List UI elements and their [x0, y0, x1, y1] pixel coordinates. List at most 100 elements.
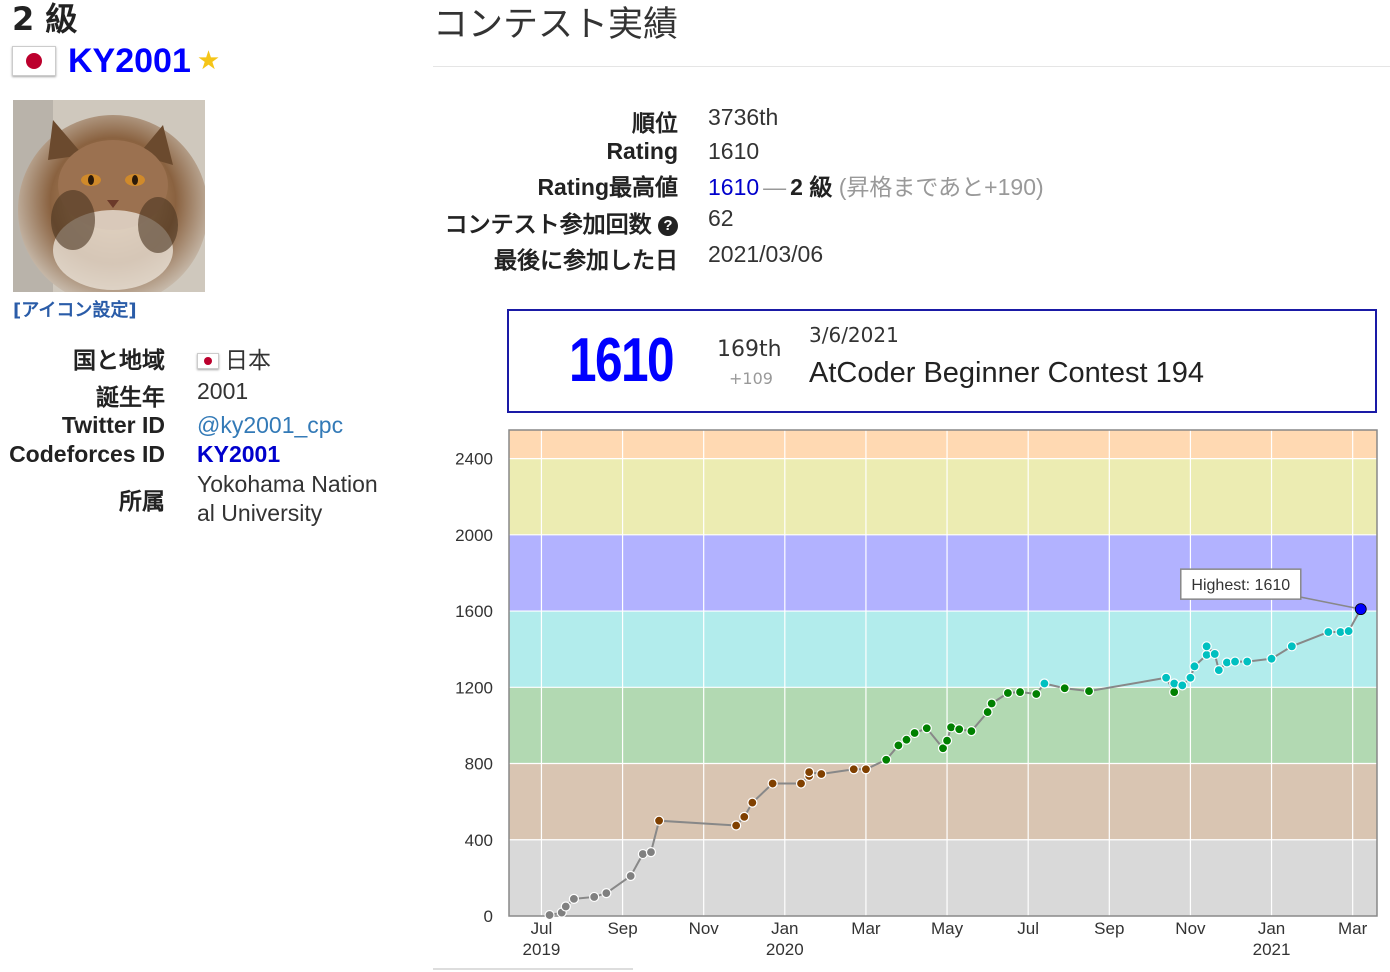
rating-point	[739, 811, 750, 822]
y-tick-label: 0	[484, 907, 493, 926]
x-tick-label: Mar	[1338, 919, 1368, 938]
rating-band	[509, 763, 1377, 840]
stat-value: 62	[708, 205, 734, 231]
x-tick-label: Nov	[689, 919, 720, 938]
icon-setting-link[interactable]: [アイコン設定]	[13, 300, 137, 321]
rating-point	[954, 724, 965, 735]
stat-key: 順位	[632, 110, 678, 136]
rating-point	[1059, 683, 1070, 694]
rating-point	[860, 764, 872, 775]
info-key: Codeforces ID	[9, 441, 165, 467]
rating-point	[795, 778, 807, 789]
rating-point	[1189, 661, 1200, 672]
username-link[interactable]: KY2001	[68, 41, 191, 80]
info-value: Yokohama National University	[197, 471, 378, 526]
info-value: KY2001	[197, 441, 280, 468]
rating-point	[1031, 688, 1042, 700]
rating-point	[1177, 680, 1188, 691]
info-key: 誕生年	[96, 384, 165, 410]
rating-point	[1002, 687, 1013, 699]
tooltip-text: Highest: 1610	[1191, 577, 1290, 594]
rating-point	[1039, 678, 1050, 689]
rating-point	[921, 723, 932, 734]
info-key: 所属	[119, 488, 165, 514]
x-tick-label: Nov	[1175, 919, 1206, 938]
rating-point	[1014, 686, 1026, 698]
user-row: KY2001 ★	[12, 40, 220, 82]
rating-point	[901, 734, 912, 745]
stat-value: 1610—2 級 (昇格まであと+190)	[708, 174, 1044, 200]
x-tick-label: Jul	[531, 919, 553, 938]
help-icon[interactable]: ?	[658, 216, 678, 236]
rating-point	[1242, 656, 1253, 667]
rating-band	[509, 458, 1377, 535]
y-tick-label: 1600	[455, 602, 493, 621]
rating-point	[1185, 672, 1196, 683]
info-value: @ky2001_cpc	[197, 412, 343, 439]
x-tick-label: Sep	[607, 919, 637, 938]
rating-point	[1266, 653, 1277, 664]
stat-value: 1610	[708, 138, 760, 164]
rating-point	[848, 764, 859, 775]
star-icon: ★	[196, 46, 221, 76]
japan-flag-icon	[12, 46, 56, 76]
stat-key: 最後に参加した日	[494, 247, 678, 273]
info-value: 2001	[197, 378, 249, 404]
rating-point	[1213, 665, 1224, 676]
rating-point	[982, 706, 993, 718]
rating-point	[1169, 678, 1180, 689]
codeforces-link[interactable]: KY2001	[197, 441, 281, 467]
y-tick-label: 1200	[455, 678, 493, 697]
twitter-link[interactable]: @ky2001_cpc	[197, 412, 344, 438]
rating-band	[509, 611, 1377, 688]
x-tick-label: Jan	[771, 919, 798, 938]
rating-point	[946, 722, 957, 733]
rating-point	[645, 847, 657, 858]
rating-point	[731, 820, 742, 831]
rating-point	[1354, 603, 1367, 616]
x-tick-year: 2019	[523, 940, 561, 959]
rating-point	[1343, 625, 1354, 637]
x-tick-label: Mar	[851, 919, 881, 938]
rating-point	[653, 815, 665, 826]
rating-point	[1323, 626, 1334, 638]
stat-key: Rating最高値	[537, 174, 678, 200]
rating-point	[816, 768, 827, 780]
x-tick-label: May	[931, 919, 964, 938]
rating-point	[937, 743, 949, 754]
japan-flag-icon	[197, 353, 219, 369]
y-tick-label: 2400	[455, 450, 493, 469]
section-title: コンテスト実績	[433, 5, 679, 45]
rating-chart[interactable]: 0 400 800 1200 1600 2000 2400 Jul 2019 Sep Nov Jan 2…	[430, 425, 1390, 970]
x-tick-label: Jul	[1017, 919, 1039, 938]
rating-point	[893, 740, 904, 751]
stat-key: コンテスト参加回数 ?	[445, 205, 678, 239]
latest-contest-name[interactable]: AtCoder Beginner Contest 194	[809, 357, 1204, 389]
latest-date: 3/6/2021	[809, 323, 899, 347]
rating-point	[804, 767, 815, 778]
rating-point	[601, 888, 612, 899]
tooltip-box	[1180, 568, 1302, 600]
rating-point	[966, 726, 977, 737]
rating-point	[1169, 686, 1180, 698]
rating-point	[560, 901, 571, 912]
info-key: 国と地域	[73, 347, 165, 373]
rating-point	[625, 870, 636, 882]
rating-point	[986, 698, 997, 709]
rating-point	[1286, 641, 1297, 652]
x-tick-year: 2021	[1253, 940, 1291, 959]
rating-point	[1083, 686, 1095, 697]
tooltip-pointer	[1300, 596, 1361, 610]
y-tick-label: 2000	[455, 526, 493, 545]
latest-rating: 1610	[569, 326, 675, 395]
rating-point	[589, 891, 600, 903]
rating-point	[1209, 648, 1220, 660]
info-value: 日本	[197, 341, 271, 375]
rank-title: 2 級	[12, 0, 78, 38]
rating-point	[747, 797, 758, 808]
rating-point	[568, 893, 579, 904]
rating-point	[544, 909, 555, 921]
latest-diff: +109	[729, 369, 773, 388]
stat-value: 3736th	[708, 104, 779, 130]
y-tick-label: 800	[465, 755, 493, 774]
